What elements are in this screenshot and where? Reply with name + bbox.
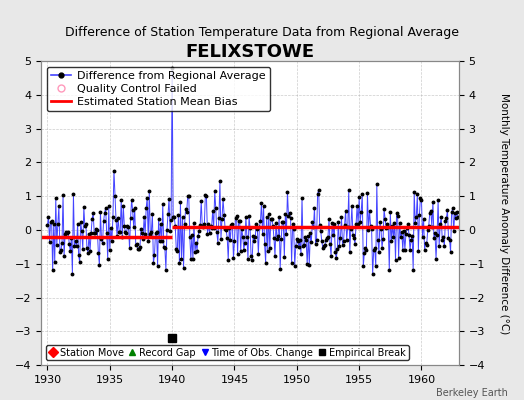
Text: Difference of Station Temperature Data from Regional Average: Difference of Station Temperature Data f… [65,26,459,39]
Y-axis label: Monthly Temperature Anomaly Difference (°C): Monthly Temperature Anomaly Difference (… [499,92,509,334]
Text: Berkeley Earth: Berkeley Earth [436,388,508,398]
Legend: Station Move, Record Gap, Time of Obs. Change, Empirical Break: Station Move, Record Gap, Time of Obs. C… [46,344,409,360]
Title: FELIXSTOWE: FELIXSTOWE [185,43,314,61]
